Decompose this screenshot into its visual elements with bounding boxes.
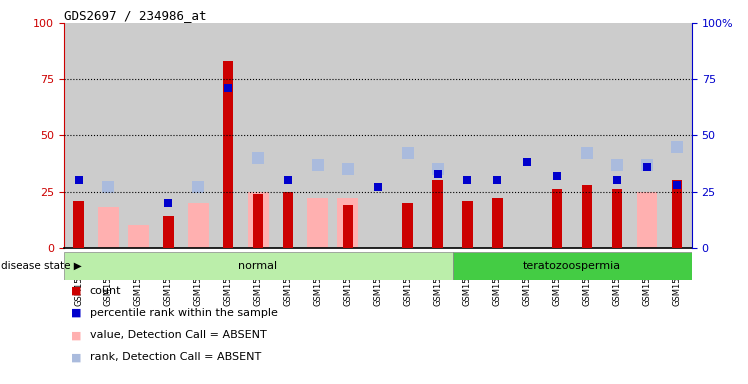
Text: normal: normal — [239, 261, 278, 271]
Bar — [453, 23, 482, 248]
Bar — [303, 23, 333, 248]
Bar — [542, 23, 572, 248]
Text: disease state ▶: disease state ▶ — [1, 261, 82, 271]
Text: GDS2697 / 234986_at: GDS2697 / 234986_at — [64, 9, 206, 22]
Text: ■: ■ — [71, 286, 82, 296]
Bar — [94, 23, 123, 248]
Bar — [662, 23, 692, 248]
Bar — [337, 198, 358, 248]
Bar — [462, 200, 473, 248]
Bar — [552, 189, 562, 248]
Bar — [123, 23, 153, 248]
Bar — [307, 198, 328, 248]
Text: percentile rank within the sample: percentile rank within the sample — [90, 308, 278, 318]
Bar — [223, 61, 233, 248]
Bar — [637, 192, 657, 248]
Bar — [163, 216, 174, 248]
Bar — [572, 23, 602, 248]
Bar — [402, 203, 413, 248]
Bar — [482, 23, 512, 248]
Bar — [363, 23, 393, 248]
Text: count: count — [90, 286, 121, 296]
Text: ■: ■ — [71, 353, 82, 362]
Bar — [128, 225, 149, 248]
Bar — [243, 23, 273, 248]
Text: teratozoospermia: teratozoospermia — [523, 261, 622, 271]
Bar — [632, 23, 662, 248]
Bar — [64, 252, 453, 280]
Text: ■: ■ — [71, 330, 82, 340]
Bar — [73, 200, 84, 248]
Bar — [672, 180, 682, 248]
Bar — [64, 23, 94, 248]
Bar — [333, 23, 363, 248]
Bar — [248, 192, 269, 248]
Bar — [283, 192, 293, 248]
Bar — [183, 23, 213, 248]
Bar — [253, 194, 263, 248]
Bar — [153, 23, 183, 248]
Text: ■: ■ — [71, 308, 82, 318]
Bar — [453, 252, 692, 280]
Text: rank, Detection Call = ABSENT: rank, Detection Call = ABSENT — [90, 353, 261, 362]
Bar — [343, 205, 353, 248]
Text: value, Detection Call = ABSENT: value, Detection Call = ABSENT — [90, 330, 266, 340]
Bar — [602, 23, 632, 248]
Bar — [512, 23, 542, 248]
Bar — [612, 189, 622, 248]
Bar — [393, 23, 423, 248]
Bar — [582, 185, 592, 248]
Bar — [188, 203, 209, 248]
Bar — [432, 180, 443, 248]
Bar — [273, 23, 303, 248]
Bar — [98, 207, 119, 248]
Bar — [213, 23, 243, 248]
Bar — [492, 198, 503, 248]
Bar — [423, 23, 453, 248]
